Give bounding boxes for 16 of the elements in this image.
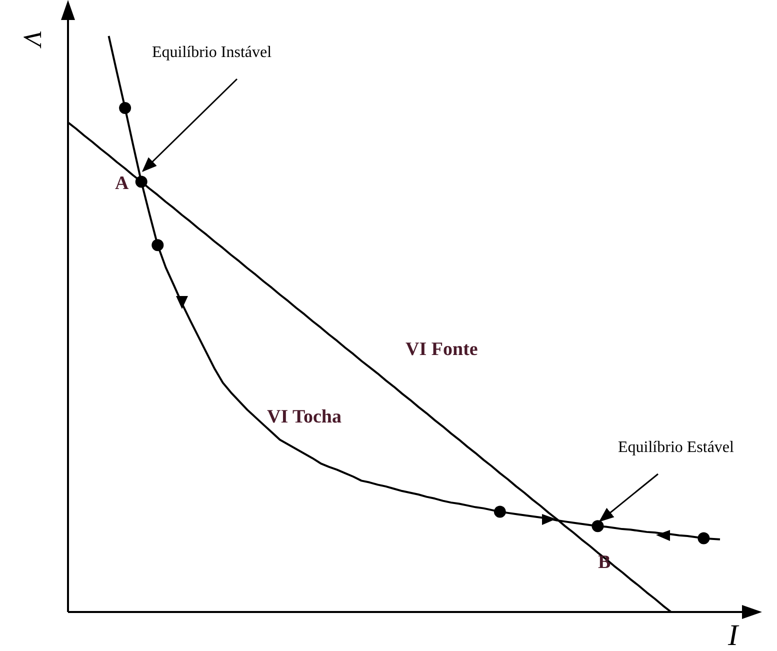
point — [152, 239, 164, 252]
y-axis-title: V — [18, 30, 47, 49]
annotation: Equilíbrio Instável — [152, 44, 272, 61]
point — [119, 102, 132, 114]
series-label: VI Tocha — [267, 406, 342, 428]
annotation: A — [115, 173, 129, 194]
x-axis-title: I — [727, 619, 740, 651]
point — [542, 514, 556, 525]
point — [698, 532, 710, 544]
point — [592, 520, 604, 532]
annotation: Equilíbrio Estável — [618, 439, 735, 456]
point — [494, 506, 506, 518]
annotation: B — [598, 552, 611, 573]
point — [135, 176, 148, 188]
series-label: VI Fonte — [406, 339, 478, 360]
point — [176, 296, 188, 309]
